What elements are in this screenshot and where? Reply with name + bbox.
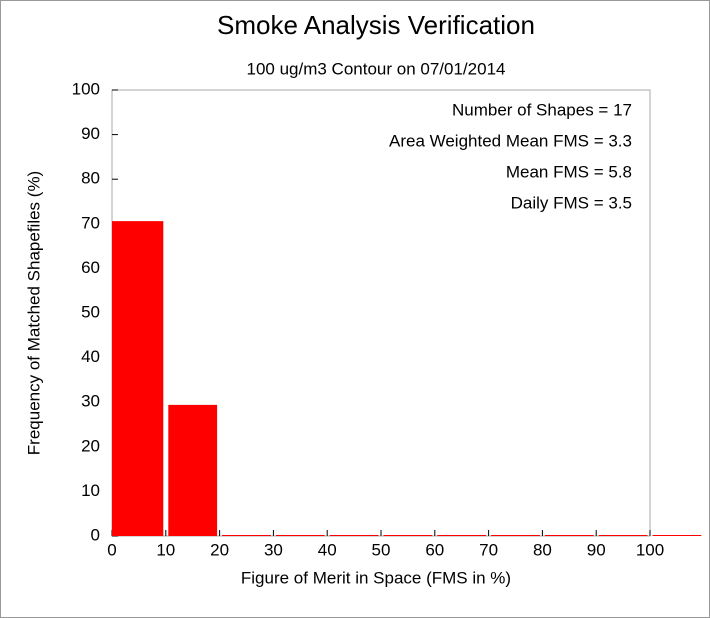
x-tick-label: 60 <box>425 540 444 559</box>
y-tick-label: 30 <box>81 392 100 411</box>
x-tick-label: 40 <box>318 540 337 559</box>
x-tick-label: 80 <box>533 540 552 559</box>
x-tick-label: 90 <box>587 540 606 559</box>
y-tick-label: 10 <box>81 481 100 500</box>
histogram-bar <box>275 535 325 536</box>
x-tick-label: 50 <box>372 540 391 559</box>
x-tick-label: 70 <box>479 540 498 559</box>
chart-title: Smoke Analysis Verification <box>217 10 535 40</box>
y-tick-label: 80 <box>81 169 100 188</box>
annotation: Mean FMS = 5.8 <box>506 162 632 181</box>
histogram-bar <box>329 535 379 536</box>
histogram-bar <box>383 535 433 536</box>
x-tick-label: 100 <box>636 540 664 559</box>
y-tick-label: 20 <box>81 436 100 455</box>
x-tick-label: 10 <box>156 540 175 559</box>
histogram-bar <box>491 535 540 536</box>
x-tick-label: 30 <box>264 540 283 559</box>
annotation: Area Weighted Mean FMS = 3.3 <box>389 131 632 150</box>
y-tick-label: 70 <box>81 213 100 232</box>
y-tick-label: 0 <box>91 525 100 544</box>
annotation: Number of Shapes = 17 <box>452 100 632 119</box>
y-tick-label: 90 <box>81 124 100 143</box>
y-tick-label: 60 <box>81 258 100 277</box>
chart-subtitle: 100 ug/m3 Contour on 07/01/2014 <box>247 59 506 78</box>
histogram-bar <box>437 535 487 536</box>
y-axis-label: Frequency of Matched Shapefiles (%) <box>24 171 43 455</box>
histogram-bar <box>222 535 271 536</box>
y-tick-label: 100 <box>72 79 100 98</box>
histogram-bar <box>544 535 594 536</box>
histogram-bar <box>112 221 164 536</box>
x-tick-label: 20 <box>210 540 229 559</box>
x-axis-label: Figure of Merit in Space (FMS in %) <box>241 568 511 587</box>
histogram-bar <box>168 404 218 536</box>
y-tick-label: 40 <box>81 347 100 366</box>
histogram-bar <box>652 535 702 536</box>
histogram-bar <box>598 535 648 536</box>
x-tick-label: 0 <box>107 540 116 559</box>
y-tick-label: 50 <box>81 302 100 321</box>
annotation: Daily FMS = 3.5 <box>511 193 632 212</box>
